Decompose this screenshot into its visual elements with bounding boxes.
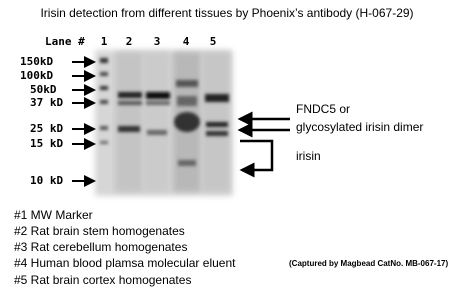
marker-label: 15 kD xyxy=(30,137,63,150)
lane-label: 2 xyxy=(126,35,133,48)
annotation-arrows xyxy=(237,111,290,178)
caption: (Captured by Magbead CatNo. MB-067-17) xyxy=(289,259,448,268)
legend-item: #1 MW Marker xyxy=(14,208,93,222)
marker-labels: 150kD 100kD 50kD 37 kD 25 kD 15 kD 10 kD xyxy=(20,55,63,187)
legend-item: #2 Rat brain stem homogenates xyxy=(14,224,185,238)
legend: #1 MW Marker #2 Rat brain stem homogenat… xyxy=(14,208,448,287)
marker-label: 10 kD xyxy=(30,174,63,187)
marker-label: 25 kD xyxy=(30,122,63,135)
legend-item: #3 Rat cerebellum homogenates xyxy=(14,240,187,254)
lane-label: 1 xyxy=(101,35,108,48)
marker-label: 150kD xyxy=(20,55,53,68)
legend-item: #4 Human blood plamsa molecular eluent xyxy=(14,256,236,270)
lane-header: Lane # xyxy=(45,35,85,48)
annotation: FNDC5 or xyxy=(296,102,350,116)
lane-label: 3 xyxy=(154,35,161,48)
marker-arrows xyxy=(72,56,96,187)
legend-item: #5 Rat brain cortex homogenates xyxy=(14,273,191,287)
lane-label: 4 xyxy=(183,35,190,48)
marker-label: 100kD xyxy=(20,69,53,82)
marker-label: 37 kD xyxy=(30,96,63,109)
title: Irisin detection from different tissues … xyxy=(40,6,413,20)
lane-label: 5 xyxy=(210,35,217,48)
annotation: glycosylated irisin dimer xyxy=(296,120,423,134)
blot xyxy=(95,50,233,196)
annotation: irisin xyxy=(296,149,321,163)
marker-label: 50kD xyxy=(30,83,57,96)
